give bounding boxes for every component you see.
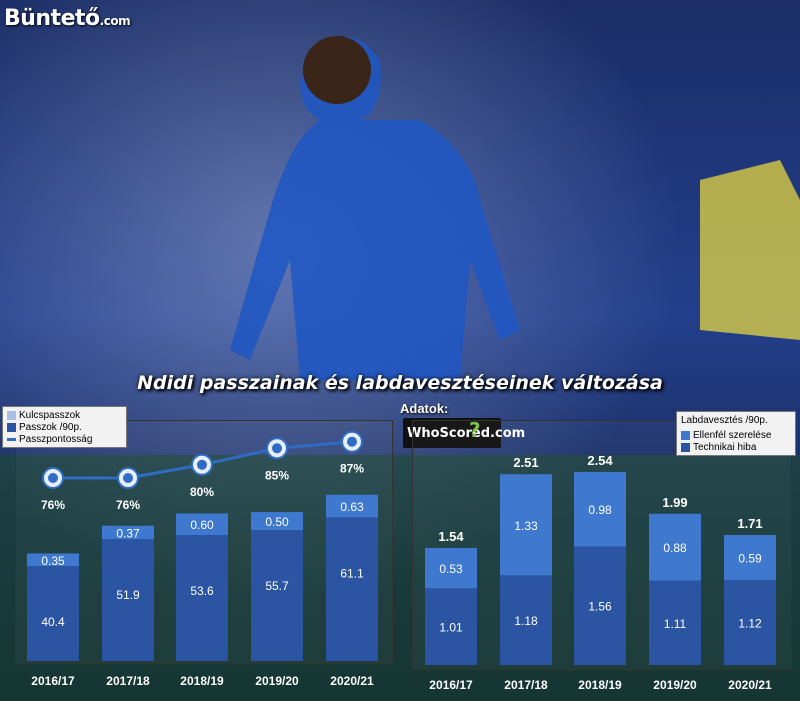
legend-label-ellenfel: Ellenfél szerelése <box>693 429 772 441</box>
passes-legend: Kulcspasszok Passzok /90p. Passzpontossá… <box>2 406 127 448</box>
label-total: 2.51 <box>513 455 538 470</box>
whoscored-logo: WhoScored.com ? <box>403 418 525 448</box>
bar-passes-2020/21 <box>326 517 378 661</box>
x-tick-label: 2018/19 <box>180 674 224 688</box>
logo-text: Büntető <box>4 6 100 31</box>
label-accuracy: 76% <box>116 498 140 512</box>
bar-tackled-2018/19 <box>574 471 626 547</box>
crest-icon <box>272 443 282 454</box>
label-total: 1.99 <box>662 495 687 510</box>
x-tick-label: 2020/21 <box>330 674 374 688</box>
x-tick-label: 2016/17 <box>31 674 75 688</box>
legend-swatch-kulcspasszok <box>7 410 16 420</box>
whoscored-logo-text: WhoScored.com <box>407 426 526 441</box>
passes-chart-panel <box>15 420 393 664</box>
bar-key-passes-2018/19 <box>176 513 228 536</box>
label-technical-error: 1.12 <box>738 616 762 630</box>
label-total: 1.54 <box>438 529 464 544</box>
label-passes: 40.4 <box>41 615 65 629</box>
bar-tackled-2016/17 <box>425 547 477 589</box>
label-accuracy: 80% <box>190 485 214 499</box>
legend-label-technikai: Technikai hiba <box>693 441 757 453</box>
bar-passes-2019/20 <box>251 530 303 661</box>
label-technical-error: 1.18 <box>514 614 538 628</box>
crest-icon <box>347 436 357 447</box>
question-mark-icon: ? <box>469 418 481 442</box>
label-passes: 61.1 <box>340 566 364 580</box>
crest-icon <box>123 473 133 483</box>
source-label: Adatok: <box>400 401 449 416</box>
x-tick-label: 2018/19 <box>578 678 622 692</box>
bar-technical-error-2016/17 <box>425 588 477 665</box>
legend-item-technikai-hiba: Technikai hiba <box>681 441 791 453</box>
legend-swatch-technikai <box>681 442 690 452</box>
label-key-passes: 0.63 <box>340 500 364 514</box>
label-tackled: 0.59 <box>738 551 762 565</box>
legend-item-ellenfel-szerelese: Ellenfél szerelése <box>681 429 791 441</box>
label-total: 2.54 <box>587 453 613 468</box>
label-accuracy: 85% <box>265 468 289 482</box>
bar-passes-2016/17 <box>27 566 79 661</box>
turnovers-chart-panel <box>412 420 792 670</box>
legend-label-passzok: Passzok /90p. <box>19 421 82 433</box>
bar-key-passes-2016/17 <box>27 553 79 567</box>
label-passes: 53.6 <box>190 584 214 598</box>
bar-key-passes-2017/18 <box>102 525 154 540</box>
label-passes: 51.9 <box>116 588 140 602</box>
legend-item-passzok: Passzok /90p. <box>7 421 122 433</box>
x-tick-label: 2020/21 <box>728 678 772 692</box>
x-tick-label: 2016/17 <box>429 678 473 692</box>
crest-icon <box>48 473 58 483</box>
x-tick-label: 2017/18 <box>106 674 150 688</box>
legend-label-passzpontossag: Passzpontosság <box>19 433 93 445</box>
label-technical-error: 1.01 <box>439 621 463 635</box>
x-tick-label: 2019/20 <box>653 678 697 692</box>
bar-passes-2018/19 <box>176 535 228 661</box>
crest-icon <box>197 459 207 470</box>
label-key-passes: 0.37 <box>116 526 140 540</box>
bar-technical-error-2017/18 <box>500 575 552 665</box>
x-tick-label: 2019/20 <box>255 674 299 688</box>
label-passes: 55.7 <box>265 579 289 593</box>
legend-label-kulcspasszok: Kulcspasszok <box>19 409 81 421</box>
x-tick-label: 2017/18 <box>504 678 548 692</box>
bar-key-passes-2019/20 <box>251 512 303 531</box>
site-logo[interactable]: Büntető.com <box>4 6 131 31</box>
label-accuracy: 87% <box>340 462 364 476</box>
label-key-passes: 0.50 <box>265 515 289 529</box>
chart-title: Ndidi passzainak és labdavesztéseinek vá… <box>137 372 663 394</box>
bar-technical-error-2020/21 <box>724 579 776 665</box>
turnovers-legend: Labdavesztés /90p. Ellenfél szerelése Te… <box>676 411 796 456</box>
logo-suffix: .com <box>99 14 131 28</box>
legend-title: Labdavesztés /90p. <box>681 414 768 426</box>
label-technical-error: 1.56 <box>588 600 612 614</box>
label-key-passes: 0.35 <box>41 554 65 568</box>
bar-tackled-2020/21 <box>724 535 776 580</box>
legend-item-passzpontossag: Passzpontosság <box>7 433 122 445</box>
legend-swatch-passzok <box>7 422 16 432</box>
label-accuracy: 76% <box>41 498 65 512</box>
bar-key-passes-2020/21 <box>326 494 378 518</box>
legend-swatch-ellenfel <box>681 430 690 440</box>
label-tackled: 0.53 <box>439 562 463 576</box>
bar-technical-error-2018/19 <box>574 546 626 665</box>
label-tackled: 0.98 <box>588 503 612 517</box>
label-tackled: 1.33 <box>514 519 538 533</box>
legend-item-kulcspasszok: Kulcspasszok <box>7 409 122 421</box>
label-key-passes: 0.60 <box>190 518 214 532</box>
label-technical-error: 1.11 <box>664 617 687 631</box>
bar-technical-error-2019/20 <box>649 580 701 665</box>
bar-passes-2017/18 <box>102 539 154 661</box>
legend-swatch-passzpontossag <box>7 437 16 441</box>
label-total: 1.71 <box>737 516 762 531</box>
bar-tackled-2019/20 <box>649 513 701 581</box>
label-tackled: 0.88 <box>663 541 687 555</box>
bar-tackled-2017/18 <box>500 474 552 576</box>
